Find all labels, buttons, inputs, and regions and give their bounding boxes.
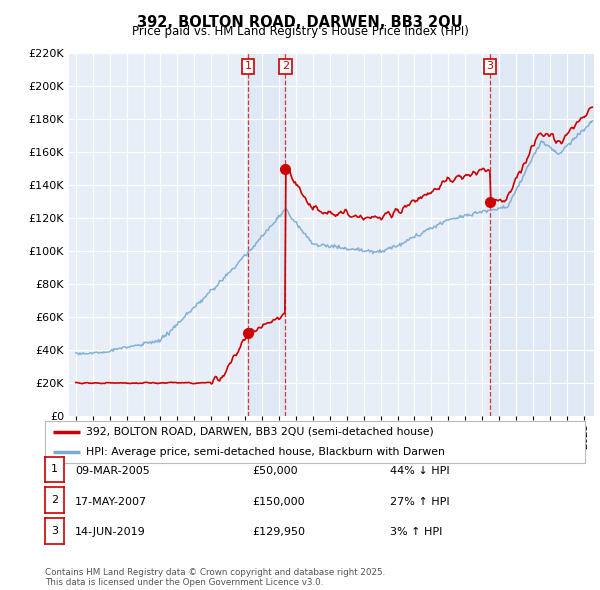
Text: 3: 3 (487, 61, 493, 71)
Text: 2: 2 (282, 61, 289, 71)
Text: 14-JUN-2019: 14-JUN-2019 (75, 527, 146, 537)
Text: 1: 1 (51, 464, 58, 474)
Text: £129,950: £129,950 (252, 527, 305, 537)
Text: 2: 2 (51, 495, 58, 505)
Text: 17-MAY-2007: 17-MAY-2007 (75, 497, 147, 507)
Text: 392, BOLTON ROAD, DARWEN, BB3 2QU (semi-detached house): 392, BOLTON ROAD, DARWEN, BB3 2QU (semi-… (86, 427, 433, 437)
Text: 3: 3 (51, 526, 58, 536)
Bar (490, 53, 594, 416)
Bar (248, 53, 285, 416)
Text: 392, BOLTON ROAD, DARWEN, BB3 2QU: 392, BOLTON ROAD, DARWEN, BB3 2QU (137, 15, 463, 30)
Text: 44% ↓ HPI: 44% ↓ HPI (390, 466, 449, 476)
Text: Price paid vs. HM Land Registry's House Price Index (HPI): Price paid vs. HM Land Registry's House … (131, 25, 469, 38)
Text: Contains HM Land Registry data © Crown copyright and database right 2025.
This d: Contains HM Land Registry data © Crown c… (45, 568, 385, 587)
Text: HPI: Average price, semi-detached house, Blackburn with Darwen: HPI: Average price, semi-detached house,… (86, 447, 445, 457)
Text: 27% ↑ HPI: 27% ↑ HPI (390, 497, 449, 507)
Text: £150,000: £150,000 (252, 497, 305, 507)
Text: 3% ↑ HPI: 3% ↑ HPI (390, 527, 442, 537)
Text: £50,000: £50,000 (252, 466, 298, 476)
Text: 1: 1 (245, 61, 251, 71)
Text: 09-MAR-2005: 09-MAR-2005 (75, 466, 150, 476)
